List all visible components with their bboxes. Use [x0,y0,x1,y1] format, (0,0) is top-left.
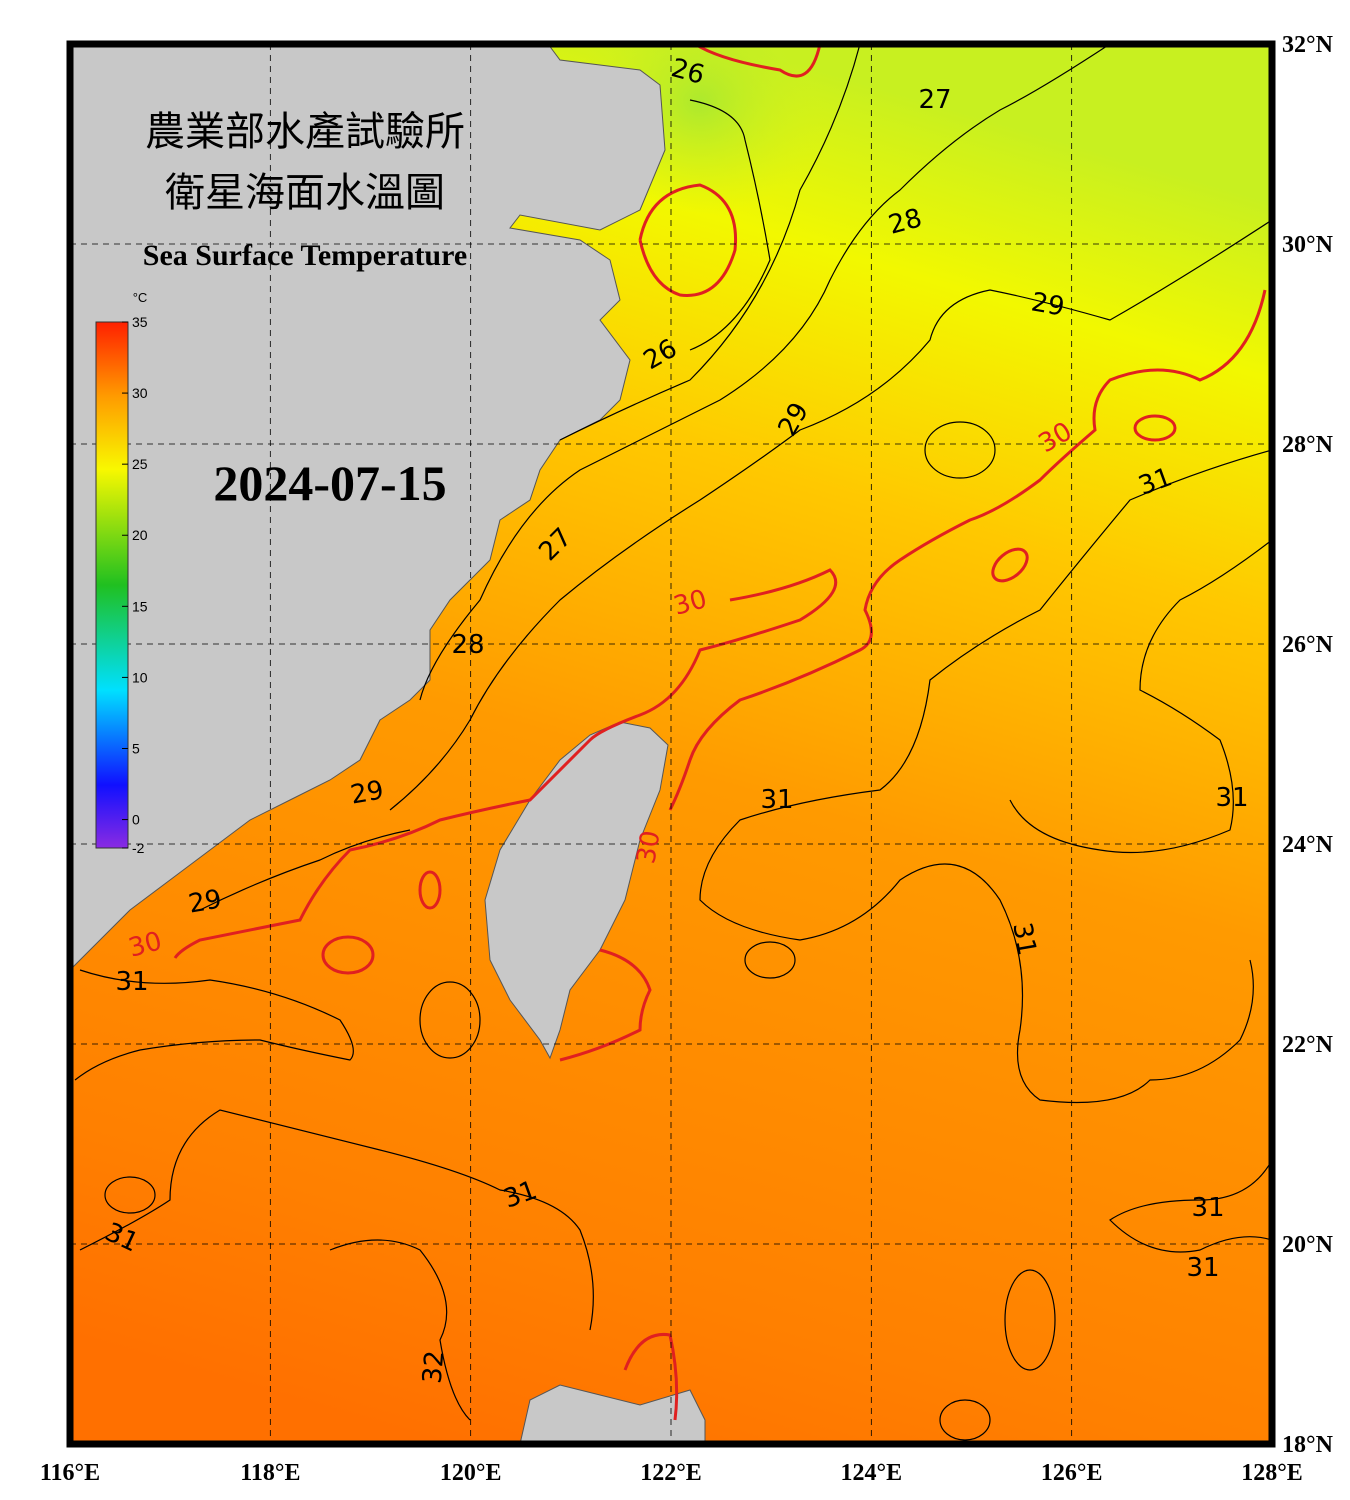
lat-label: 30°N [1282,232,1334,258]
lon-label: 128°E [1241,1460,1303,1486]
colorbar-unit: °C [133,290,148,305]
lon-label: 120°E [440,1460,502,1486]
lon-label: 126°E [1041,1460,1103,1486]
contour-label: 29 [1029,287,1067,322]
colorbar [95,321,129,849]
lat-label: 20°N [1282,1232,1334,1258]
lat-label: 18°N [1282,1432,1334,1458]
contour-label: 28 [451,630,484,660]
contour-label: 32 [418,1349,451,1385]
colorbar-tick-label: 35 [132,314,148,330]
lon-label: 124°E [841,1460,903,1486]
contour-label: 31 [115,967,148,997]
title-zh-2: 衛星海面水溫圖 [165,170,445,215]
contour-label: 31 [1186,1253,1219,1283]
lat-label: 32°N [1282,32,1334,58]
contour-label: 27 [918,85,951,115]
colorbar-tick-label: 30 [132,385,148,401]
contour-label: 31 [1006,920,1041,958]
colorbar-tick-label: 25 [132,456,148,472]
china-land [70,44,666,971]
lat-label: 26°N [1282,632,1334,658]
title-zh-1: 農業部水產試驗所 [145,109,465,154]
isotherms [74,44,1272,1441]
colorbar-tick-label: -2 [132,840,145,856]
contour-label: 29 [348,775,386,810]
title-en: Sea Surface Temperature [143,239,467,272]
colorbar-tick-label: 20 [132,527,148,543]
contour-label: 29 [186,884,224,919]
lon-label: 118°E [240,1460,300,1486]
contour-label: 31 [1215,783,1248,813]
date: 2024-07-15 [213,455,446,511]
colorbar-tick-label: 15 [132,598,148,614]
colorbar-tick-label: 0 [132,812,140,828]
contour-label: 31 [1191,1193,1224,1223]
lon-label: 122°E [640,1460,702,1486]
isotherm-highlight [173,44,1267,1421]
lat-label: 22°N [1282,1032,1334,1058]
colorbar-tick-label: 10 [132,669,148,685]
contour-label: 31 [760,785,793,815]
lat-label: 24°N [1282,832,1334,858]
colorbar-tick-label: 5 [132,740,140,756]
contour-label: 30 [631,828,666,866]
luzon-land [519,1384,706,1444]
lon-label: 116°E [40,1460,100,1486]
lat-label: 28°N [1282,432,1334,458]
